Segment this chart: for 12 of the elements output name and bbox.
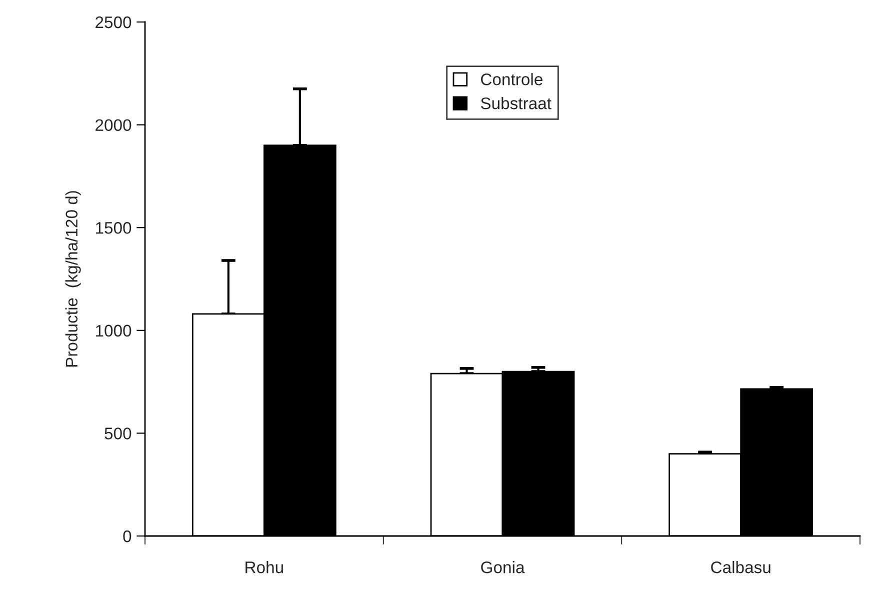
y-axis-title: Productie (kg/ha/120 d) [65,191,81,367]
legend-label: Substraat [480,97,552,110]
y-tick-label: 500 [104,428,132,440]
y-tick-label: 2000 [96,119,132,132]
y-tick-label: 1000 [96,324,132,337]
x-tick-label: Rohu [246,561,283,574]
x-tick-label: Gonia [481,561,525,574]
y-tick-label: 1500 [96,222,132,234]
legend-label: Controle [481,73,542,86]
x-tick-label: Calbasu [711,561,770,574]
y-tick-label: 2500 [96,16,132,28]
y-tick-label: 0 [123,530,132,542]
